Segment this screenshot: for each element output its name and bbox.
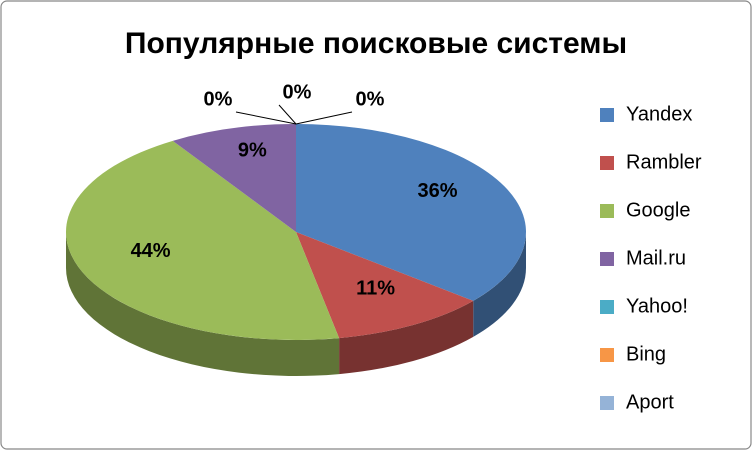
- data-label: 36%: [417, 180, 457, 202]
- pie-slice: [172, 124, 296, 232]
- legend-label: Yandex: [626, 103, 692, 125]
- pie-side: [473, 232, 526, 337]
- leader-line: [295, 111, 353, 125]
- legend-swatch: [600, 252, 614, 266]
- legend-swatch: [600, 156, 614, 170]
- legend-swatch: [600, 348, 614, 362]
- data-label: 0%: [283, 81, 312, 103]
- data-label: 0%: [204, 88, 233, 110]
- legend-label: Aport: [626, 391, 674, 413]
- pie-slice: [296, 232, 474, 339]
- legend-label: Yahoo!: [626, 295, 688, 317]
- pie-side: [339, 300, 474, 375]
- legend-label: Google: [626, 199, 691, 221]
- data-label: 44%: [131, 240, 171, 262]
- data-label: 11%: [356, 277, 395, 299]
- legend-label: Bing: [626, 343, 666, 365]
- chart-title: Популярные поисковые системы: [125, 27, 627, 60]
- data-label: 9%: [238, 140, 267, 162]
- data-label: 0%: [356, 88, 385, 110]
- pie-side: [66, 232, 340, 376]
- legend-swatch: [600, 300, 614, 314]
- legend-label: Mail.ru: [626, 247, 686, 269]
- legend-swatch: [600, 396, 614, 410]
- pie-slice: [296, 124, 526, 301]
- legend-swatch: [600, 204, 614, 218]
- legend-label: Rambler: [626, 151, 702, 173]
- leader-line: [278, 104, 297, 125]
- pie-slice: [66, 140, 340, 340]
- leader-line: [235, 111, 297, 125]
- legend-swatch: [600, 108, 614, 122]
